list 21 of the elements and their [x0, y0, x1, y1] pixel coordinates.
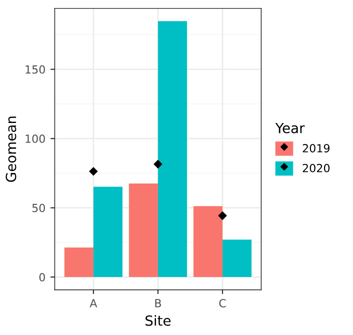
legend-label: 2019 [302, 144, 330, 152]
bar [158, 21, 188, 278]
x-tick-label: A [90, 299, 98, 308]
x-tick-label: B [155, 299, 161, 308]
bar [193, 206, 222, 278]
x-axis-title: Site [146, 315, 171, 326]
y-tick-label: 0 [39, 273, 45, 282]
y-tick-label: 50 [32, 204, 45, 212]
bar [128, 184, 158, 278]
bar [222, 240, 252, 278]
point [218, 212, 227, 220]
x-tick-label: C [219, 299, 226, 308]
y-axis-title: Geomean [6, 116, 16, 182]
legend-label: 2020 [302, 164, 330, 172]
bar [93, 186, 122, 278]
point [89, 167, 98, 176]
legend-title: Year [275, 122, 305, 134]
point [154, 160, 162, 168]
bar [64, 248, 94, 278]
y-tick-label: 100 [26, 134, 45, 143]
y-tick-label: 150 [26, 65, 45, 74]
